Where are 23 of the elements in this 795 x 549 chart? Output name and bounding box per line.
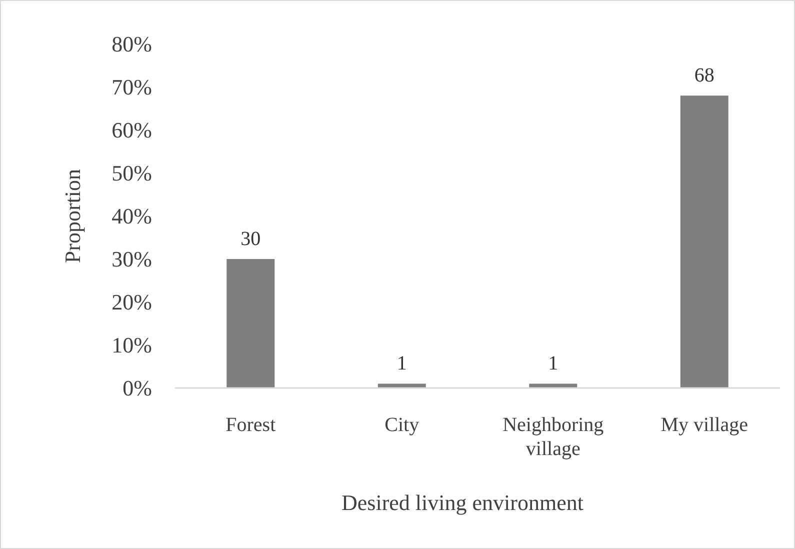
data-label: 68 [694,64,714,87]
bar [226,259,275,388]
data-label: 1 [396,352,407,375]
data-label: 30 [240,228,261,250]
x-tick-label: Neighboring village [502,414,604,460]
y-tick-label: 0% [122,376,152,401]
y-tick-label: 40% [112,204,152,229]
data-label: 1 [548,352,558,375]
bar [529,384,578,388]
x-axis-title: Desired living environment [342,490,584,515]
bar [680,96,728,388]
x-tick-label: My village [660,414,748,436]
bar [378,384,426,388]
y-tick-label: 10% [112,332,152,358]
y-tick-label: 60% [112,118,152,143]
y-tick-label: 70% [112,74,152,100]
x-tick-label: Forest [226,414,276,436]
y-axis-title: Proportion [60,168,85,264]
y-tick-label: 80% [112,32,152,57]
x-tick-label: City [384,414,420,436]
y-tick-label: 50% [112,160,152,186]
y-tick-label: 20% [112,290,152,315]
y-tick-label: 30% [112,246,152,272]
